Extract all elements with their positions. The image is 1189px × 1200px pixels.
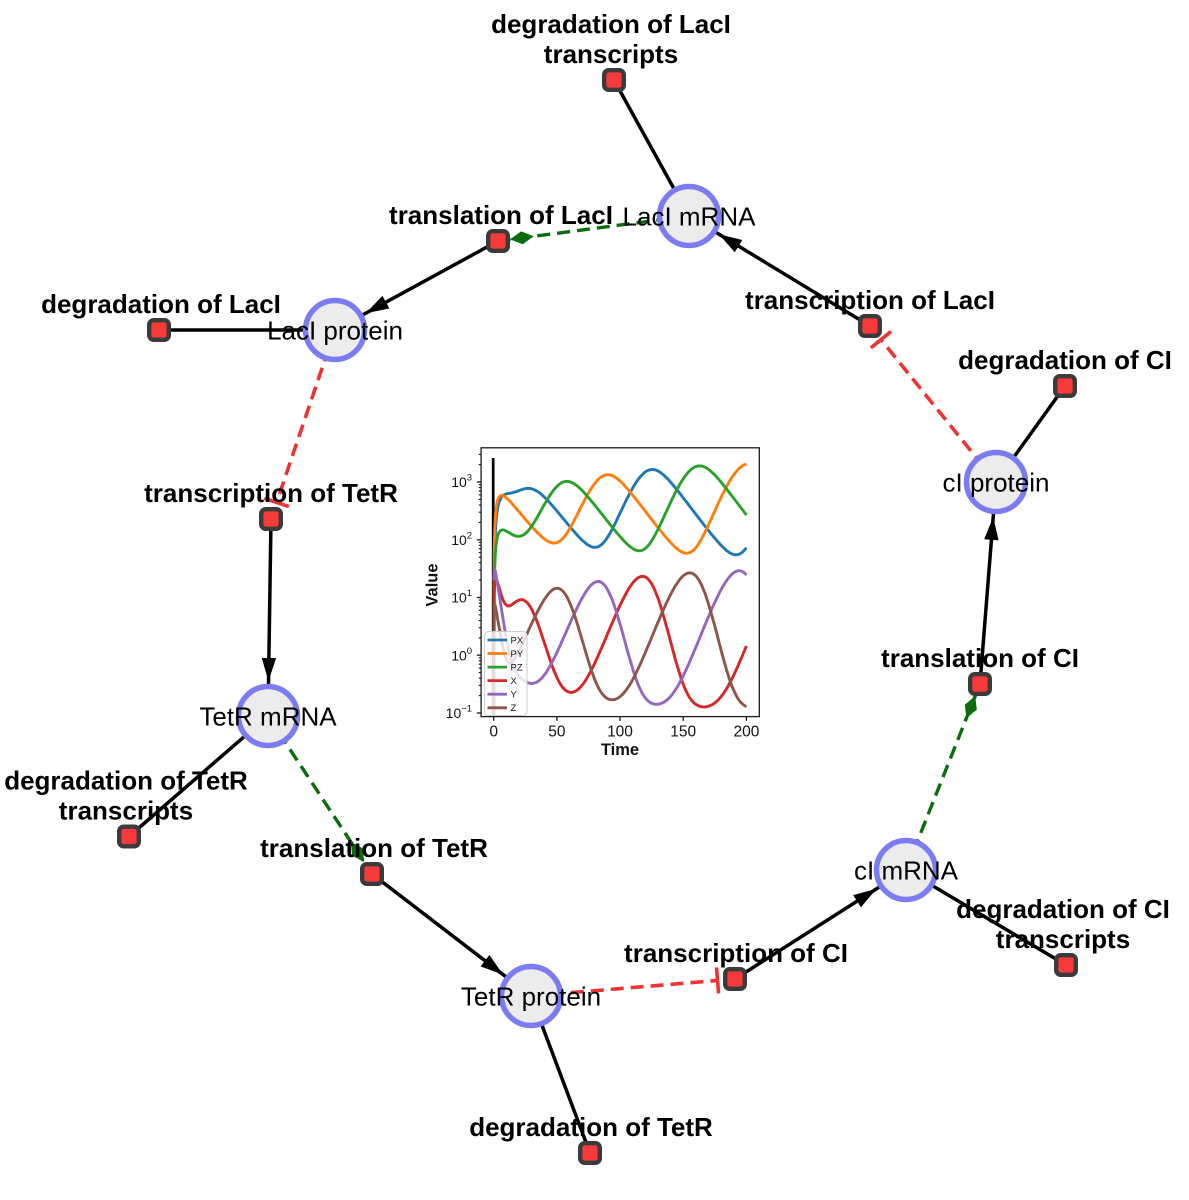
svg-text:102: 102 bbox=[451, 531, 472, 549]
svg-text:X: X bbox=[511, 676, 518, 687]
svg-text:translation of CI: translation of CI bbox=[881, 643, 1079, 673]
svg-text:Time: Time bbox=[601, 741, 639, 759]
svg-text:degradation of LacI: degradation of LacI bbox=[41, 289, 281, 319]
svg-text:cI mRNA: cI mRNA bbox=[854, 856, 959, 886]
svg-text:100: 100 bbox=[607, 724, 633, 741]
svg-text:50: 50 bbox=[548, 724, 566, 741]
svg-text:transcription of CI: transcription of CI bbox=[624, 938, 848, 968]
svg-text:degradation of LacI: degradation of LacI bbox=[491, 9, 731, 39]
svg-text:cI protein: cI protein bbox=[943, 468, 1050, 498]
svg-text:PX: PX bbox=[511, 636, 524, 647]
svg-text:200: 200 bbox=[733, 724, 759, 741]
svg-text:103: 103 bbox=[451, 473, 472, 491]
svg-text:PZ: PZ bbox=[511, 663, 523, 674]
svg-text:translation of LacI: translation of LacI bbox=[389, 200, 613, 230]
svg-text:TetR protein: TetR protein bbox=[461, 982, 601, 1012]
svg-text:Z: Z bbox=[511, 703, 517, 714]
svg-text:LacI protein: LacI protein bbox=[267, 316, 403, 346]
svg-text:100: 100 bbox=[451, 646, 472, 664]
svg-text:TetR mRNA: TetR mRNA bbox=[199, 702, 337, 732]
svg-text:transcription of TetR: transcription of TetR bbox=[144, 478, 398, 508]
svg-text:0: 0 bbox=[489, 724, 498, 741]
svg-text:translation of TetR: translation of TetR bbox=[260, 833, 488, 863]
svg-text:degradation of CI: degradation of CI bbox=[958, 345, 1172, 375]
svg-text:Value: Value bbox=[424, 563, 442, 606]
svg-text:degradation of TetR: degradation of TetR bbox=[4, 766, 248, 796]
svg-text:150: 150 bbox=[670, 724, 696, 741]
svg-text:degradation of CI: degradation of CI bbox=[956, 894, 1170, 924]
svg-text:degradation of TetR: degradation of TetR bbox=[469, 1112, 713, 1142]
svg-text:PY: PY bbox=[511, 649, 524, 660]
svg-text:101: 101 bbox=[451, 588, 472, 606]
svg-text:transcripts: transcripts bbox=[544, 39, 678, 69]
svg-text:LacI mRNA: LacI mRNA bbox=[623, 202, 757, 232]
svg-text:transcription of LacI: transcription of LacI bbox=[745, 285, 995, 315]
svg-text:Y: Y bbox=[511, 690, 518, 701]
svg-text:transcripts: transcripts bbox=[59, 796, 193, 826]
svg-text:transcripts: transcripts bbox=[996, 924, 1130, 954]
svg-text:10−1: 10−1 bbox=[446, 704, 472, 722]
